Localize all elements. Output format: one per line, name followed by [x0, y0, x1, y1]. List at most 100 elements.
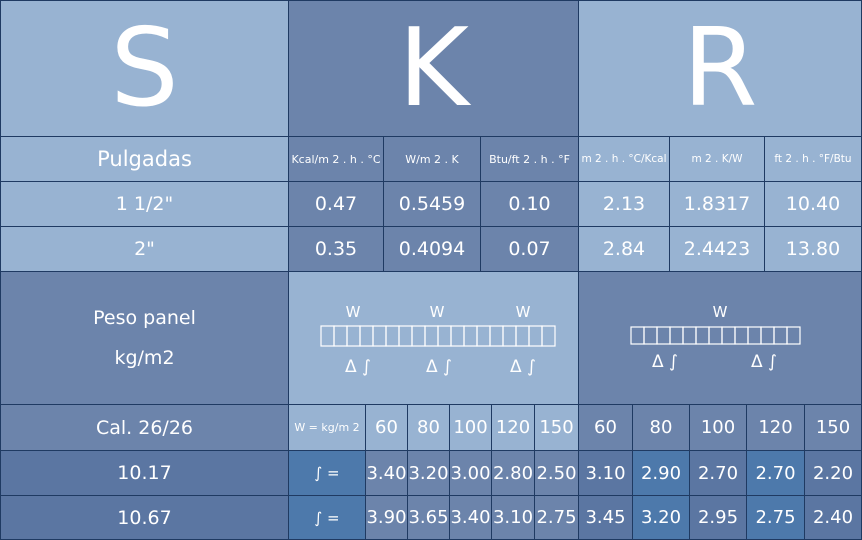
load-symbol-k1: W [346, 303, 361, 321]
r-value-1-2: 1.8317 [669, 181, 765, 227]
support-symbol-r2: Δ ∫ [751, 352, 777, 372]
thickness-row-2: 2" [0, 226, 289, 272]
k-value-1-3: 0.10 [480, 181, 579, 227]
k-span-value-2-3: 3.40 [449, 495, 492, 540]
r-span-value-2-3: 2.95 [689, 495, 747, 540]
beam-segment [669, 326, 684, 345]
k-span-value-1-5: 2.50 [534, 450, 579, 496]
k-span-value-1-1: 3.40 [365, 450, 408, 496]
span-k-2: 80 [407, 404, 450, 451]
beam-segment [630, 326, 645, 345]
beam-segment [656, 326, 671, 345]
beam-segment [489, 325, 504, 347]
k-span-value-2-5: 2.75 [534, 495, 579, 540]
beam-segment [424, 325, 439, 347]
span-k-1: 60 [365, 404, 408, 451]
r-span-value-1-1: 3.10 [578, 450, 633, 496]
unit-k2: W/m 2 . K [383, 136, 481, 182]
letter-r: R [578, 0, 862, 137]
k-span-value-1-3: 3.00 [449, 450, 492, 496]
letter-s: S [0, 0, 289, 137]
k-value-2-1: 0.35 [288, 226, 384, 272]
letter-k: K [288, 0, 579, 137]
beam-segment [747, 326, 762, 345]
span-r-3: 100 [689, 404, 747, 451]
beam-segment [372, 325, 387, 347]
formula-row-1: ∫ = [288, 450, 366, 496]
r-span-value-2-4: 2.75 [746, 495, 805, 540]
panel-weight-line2: kg/m2 [114, 347, 175, 369]
beam-segment [541, 325, 556, 347]
span-k-5: 150 [534, 404, 579, 451]
support-symbol-r1: Δ ∫ [652, 352, 678, 372]
k-span-value-2-2: 3.65 [407, 495, 450, 540]
beam-segment [398, 325, 413, 347]
span-k-3: 100 [449, 404, 492, 451]
beam-segment [786, 326, 801, 345]
r-value-1-1: 2.13 [578, 181, 670, 227]
r-span-value-1-3: 2.70 [689, 450, 747, 496]
unit-k1: Kcal/m 2 . h . °C [288, 136, 384, 182]
span-r-5: 150 [804, 404, 862, 451]
beam-segment [346, 325, 361, 347]
thickness-row-1: 1 1/2" [0, 181, 289, 227]
load-symbol-k2: W [430, 303, 445, 321]
beam-segment [411, 325, 426, 347]
span-r-1: 60 [578, 404, 633, 451]
r-span-value-2-1: 3.45 [578, 495, 633, 540]
support-symbol-k1: Δ ∫ [345, 357, 371, 377]
span-r-2: 80 [632, 404, 690, 451]
k-span-diagram: W W W Δ ∫ Δ ∫ Δ ∫ [288, 271, 579, 405]
unit-k3: Btu/ft 2 . h . °F [480, 136, 579, 182]
beam-segment [359, 325, 374, 347]
beam-segment [734, 326, 749, 345]
k-span-value-1-4: 2.80 [491, 450, 535, 496]
r-span-value-2-5: 2.40 [804, 495, 862, 540]
r-span-diagram: W Δ ∫ Δ ∫ [578, 271, 862, 405]
beam-segment [437, 325, 452, 347]
beam-segment [320, 325, 335, 347]
r-span-value-1-2: 2.90 [632, 450, 690, 496]
caliber-row-2: 10.67 [0, 495, 289, 540]
beam-segment [385, 325, 400, 347]
r-span-value-1-4: 2.70 [746, 450, 805, 496]
k-span-value-2-4: 3.10 [491, 495, 535, 540]
k-value-1-2: 0.5459 [383, 181, 481, 227]
load-symbol-k3: W [516, 303, 531, 321]
beam-segment [682, 326, 697, 345]
span-r-4: 120 [746, 404, 805, 451]
r-single-span-diagram: W Δ ∫ Δ ∫ [630, 303, 801, 372]
span-k-4: 120 [491, 404, 535, 451]
beam-segment [476, 325, 491, 347]
thickness-header: Pulgadas [0, 136, 289, 182]
k-value-2-2: 0.4094 [383, 226, 481, 272]
beam-r [630, 326, 801, 345]
beam-segment [450, 325, 465, 347]
beam-segment [643, 326, 658, 345]
k-three-span-diagram: W W W Δ ∫ Δ ∫ Δ ∫ [320, 303, 556, 377]
beam-segment [708, 326, 723, 345]
unit-r1: m 2 . h . °C/Kcal [578, 136, 670, 182]
beam-segment [773, 326, 788, 345]
unit-r2: m 2 . K/W [669, 136, 765, 182]
r-span-value-2-2: 3.20 [632, 495, 690, 540]
formula-row-2: ∫ = [288, 495, 366, 540]
beam-segment [528, 325, 543, 347]
beam-segment [721, 326, 736, 345]
r-value-2-3: 13.80 [764, 226, 862, 272]
panel-weight-line1: Peso panel [93, 307, 196, 329]
beam-segment [333, 325, 348, 347]
load-symbol-r: W [713, 303, 728, 321]
beam-segment [515, 325, 530, 347]
load-unit-label: W = kg/m 2 [288, 404, 366, 451]
beam-segment [695, 326, 710, 345]
r-value-2-2: 2.4423 [669, 226, 765, 272]
r-span-value-1-5: 2.20 [804, 450, 862, 496]
unit-r3: ft 2 . h . °F/Btu [764, 136, 862, 182]
support-symbol-k2: Δ ∫ [426, 357, 452, 377]
k-span-value-2-1: 3.90 [365, 495, 408, 540]
beam-k [320, 325, 556, 347]
beam-segment [502, 325, 517, 347]
r-value-1-3: 10.40 [764, 181, 862, 227]
